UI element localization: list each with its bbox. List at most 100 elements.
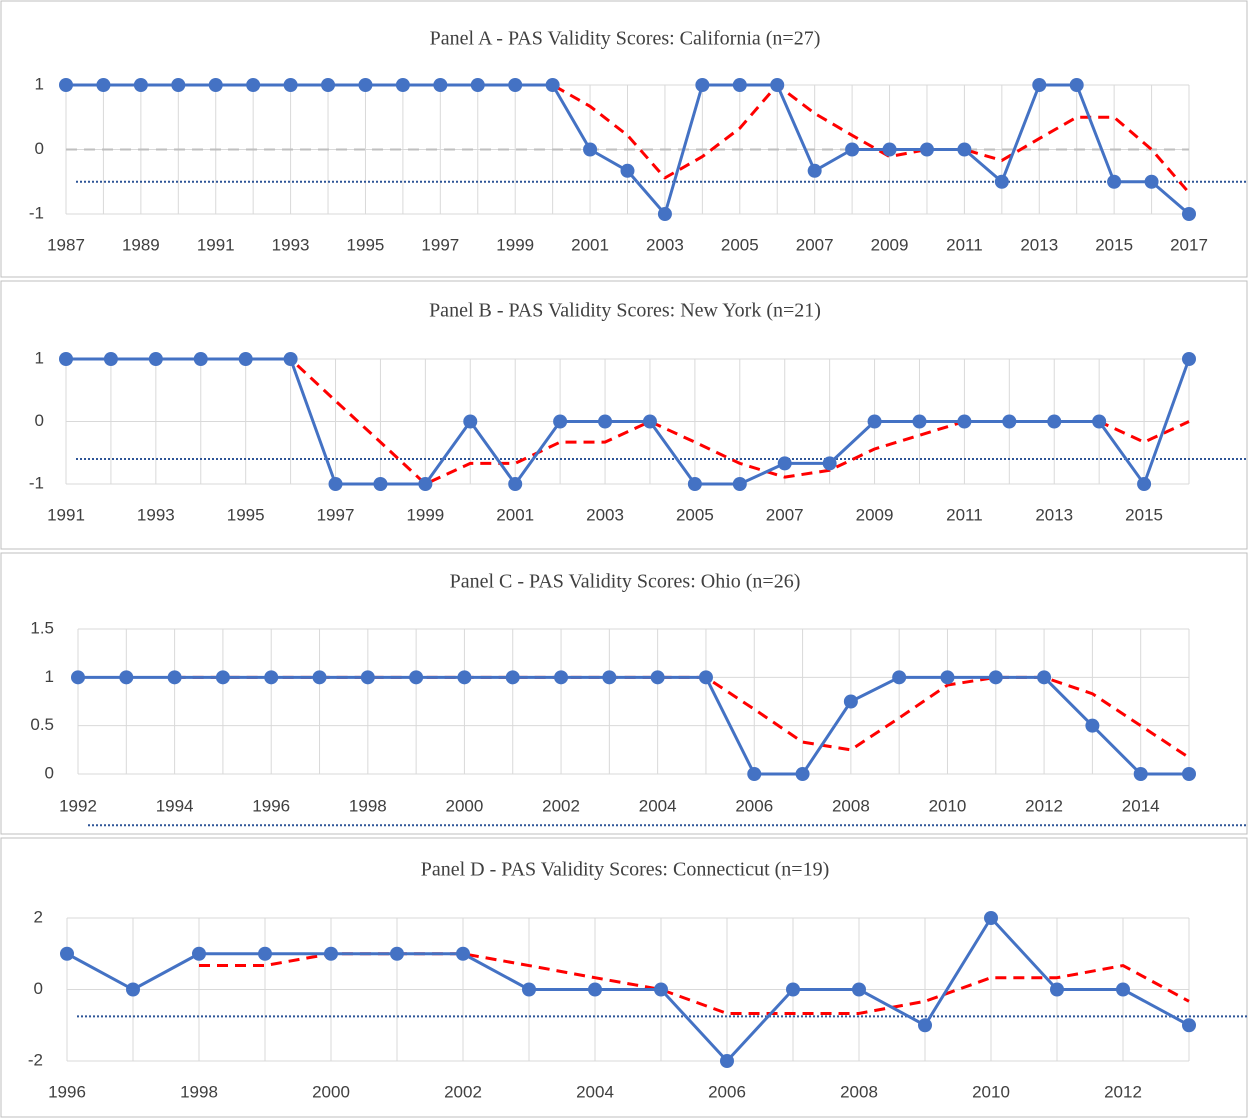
panel-frame bbox=[0, 0, 1248, 278]
data-point bbox=[167, 670, 182, 685]
x-tick-label: 2004 bbox=[576, 1082, 614, 1101]
data-point bbox=[148, 352, 163, 366]
data-point bbox=[258, 946, 272, 961]
data-point bbox=[71, 670, 85, 685]
data-point bbox=[312, 670, 327, 685]
y-tick-label: 1 bbox=[45, 667, 54, 686]
y-tick-label: -1 bbox=[29, 203, 44, 222]
x-tick-label: 2003 bbox=[646, 235, 684, 254]
data-point bbox=[720, 1054, 734, 1068]
x-tick-label: 1996 bbox=[48, 1082, 86, 1101]
x-tick-label: 2012 bbox=[1025, 796, 1063, 815]
x-tick-label: 1995 bbox=[347, 235, 385, 254]
panel-frame bbox=[0, 837, 1248, 1118]
y-tick-label: 2 bbox=[34, 907, 43, 926]
data-point bbox=[59, 352, 73, 366]
data-point bbox=[1107, 174, 1122, 189]
data-point bbox=[1037, 670, 1052, 685]
data-point bbox=[957, 414, 972, 429]
y-tick-label: -2 bbox=[28, 1050, 43, 1069]
x-tick-label: 2007 bbox=[766, 505, 804, 524]
x-tick-label: 2014 bbox=[1122, 796, 1160, 815]
data-point bbox=[215, 670, 230, 685]
data-point bbox=[1050, 982, 1064, 997]
data-point bbox=[59, 78, 73, 92]
data-point bbox=[845, 142, 860, 157]
x-tick-label: 2001 bbox=[571, 235, 609, 254]
data-point bbox=[1092, 414, 1107, 429]
x-tick-label: 2000 bbox=[312, 1082, 350, 1101]
data-point bbox=[60, 946, 74, 961]
data-point bbox=[505, 670, 520, 685]
data-point bbox=[1002, 414, 1017, 429]
x-tick-label: 1999 bbox=[496, 235, 534, 254]
data-point bbox=[360, 670, 375, 685]
data-point bbox=[957, 142, 972, 157]
data-point bbox=[695, 78, 710, 92]
data-point bbox=[588, 982, 602, 997]
series-line bbox=[66, 916, 1190, 1063]
x-tick-label: 2002 bbox=[444, 1082, 482, 1101]
y-tick-label: 0 bbox=[34, 979, 43, 998]
data-point bbox=[133, 78, 148, 92]
data-point bbox=[583, 142, 598, 157]
x-tick-label: 2000 bbox=[446, 796, 484, 815]
data-point bbox=[328, 477, 343, 491]
x-tick-label: 1993 bbox=[272, 235, 310, 254]
data-point bbox=[324, 946, 338, 961]
x-tick-label: 2017 bbox=[1170, 235, 1208, 254]
x-tick-label: 2015 bbox=[1125, 505, 1163, 524]
y-tick-label: 0 bbox=[35, 139, 44, 158]
data-point bbox=[508, 477, 523, 491]
x-tick-label: 2012 bbox=[1104, 1082, 1142, 1101]
data-point bbox=[171, 78, 186, 92]
data-point bbox=[650, 670, 665, 685]
data-point bbox=[1182, 207, 1196, 221]
x-tick-label: 2010 bbox=[972, 1082, 1010, 1101]
x-tick-label: 2005 bbox=[721, 235, 759, 254]
data-point bbox=[732, 78, 747, 92]
y-tick-label: 0 bbox=[35, 411, 44, 430]
data-point bbox=[1047, 414, 1062, 429]
data-point bbox=[321, 78, 336, 92]
data-point bbox=[654, 982, 668, 997]
data-point bbox=[786, 982, 800, 997]
data-point bbox=[1116, 982, 1130, 997]
data-point bbox=[984, 911, 998, 925]
data-point bbox=[283, 78, 298, 92]
x-tick-label: 1987 bbox=[47, 235, 85, 254]
series-line bbox=[66, 357, 1191, 486]
x-tick-label: 1989 bbox=[122, 235, 160, 254]
data-point bbox=[732, 477, 747, 491]
x-tick-label: 2013 bbox=[1020, 235, 1058, 254]
data-point bbox=[192, 946, 206, 961]
data-point bbox=[508, 78, 523, 92]
y-tick-label: 0 bbox=[45, 763, 54, 782]
x-tick-label: 1992 bbox=[59, 796, 97, 815]
data-point bbox=[96, 78, 111, 92]
x-tick-label: 1991 bbox=[47, 505, 85, 524]
data-point bbox=[620, 163, 635, 178]
data-point bbox=[457, 670, 472, 685]
data-point bbox=[1085, 718, 1100, 733]
x-tick-label: 1994 bbox=[156, 796, 194, 815]
panel-frame bbox=[0, 280, 1248, 550]
x-tick-label: 1998 bbox=[349, 796, 387, 815]
x-tick-label: 2003 bbox=[586, 505, 624, 524]
x-tick-label: 1995 bbox=[227, 505, 265, 524]
data-point bbox=[807, 163, 822, 178]
x-tick-label: 1997 bbox=[421, 235, 459, 254]
x-tick-label: 1993 bbox=[137, 505, 175, 524]
x-tick-label: 1991 bbox=[197, 235, 235, 254]
data-point bbox=[554, 670, 569, 685]
data-point bbox=[1182, 1018, 1196, 1033]
data-point bbox=[103, 352, 118, 366]
data-point bbox=[373, 477, 388, 491]
data-point bbox=[822, 456, 837, 471]
data-point bbox=[358, 78, 373, 92]
data-point bbox=[867, 414, 882, 429]
series-line bbox=[199, 952, 1190, 1015]
x-tick-label: 2011 bbox=[946, 235, 983, 254]
chart-title: Panel C - PAS Validity Scores: Ohio (n=2… bbox=[450, 571, 801, 593]
